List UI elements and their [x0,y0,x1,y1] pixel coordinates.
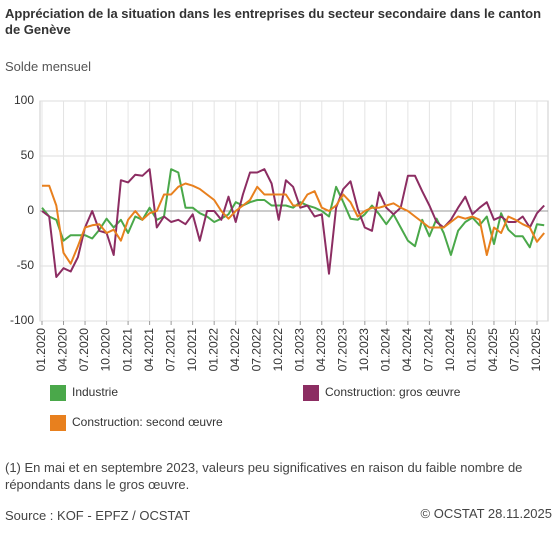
x-tick-label: 04.2020 [56,328,70,372]
y-tick-label: 100 [14,93,34,107]
legend-label: Construction: gros œuvre [325,385,461,399]
y-tick-label: -50 [17,258,35,272]
x-tick-label: 04.2025 [486,328,500,372]
x-tick-label: 01.2020 [34,328,48,372]
x-tick-label: 04.2024 [400,328,414,372]
x-tick-label: 07.2021 [163,328,177,372]
x-tick-label: 10.2020 [99,328,113,372]
chart-title: Appréciation de la situation dans les en… [5,6,542,37]
x-tick-label: 07.2022 [249,328,263,372]
x-tick-label: 07.2025 [508,328,522,372]
legend-swatch [50,385,66,401]
series-line [42,182,545,265]
x-tick-label: 04.2023 [314,328,328,372]
x-tick-label: 07.2023 [335,328,349,372]
x-tick-label: 07.2024 [422,328,436,372]
source: Source : KOF - EPFZ / OCSTAT [5,508,191,523]
x-tick-label: 01.2021 [120,328,134,372]
legend-swatch [303,385,319,401]
y-tick-label: -100 [10,313,34,327]
legend-label: Construction: second œuvre [72,415,223,429]
x-tick-label: 10.2024 [443,328,457,372]
x-tick-label: 01.2025 [465,328,479,372]
x-tick-label: 10.2022 [271,328,285,372]
credit: © OCSTAT 28.11.2025 [420,506,552,521]
legend-swatch [50,415,66,431]
x-tick-label: 04.2021 [142,328,156,372]
x-tick-label: 10.2021 [185,328,199,372]
x-tick-label: 07.2020 [77,328,91,372]
footnote: (1) En mai et en septembre 2023, valeurs… [5,460,523,492]
legend-label: Industrie [72,385,118,399]
chart-subtitle: Solde mensuel [5,59,91,74]
x-tick-label: 04.2022 [228,328,242,372]
x-tick-label: 10.2025 [529,328,543,372]
y-tick-label: 0 [27,203,34,217]
y-tick-label: 50 [21,148,35,162]
x-tick-label: 10.2023 [357,328,371,372]
x-tick-label: 01.2024 [379,328,393,372]
x-tick-label: 01.2022 [206,328,220,372]
series-line [41,168,545,278]
x-tick-label: 01.2023 [292,328,306,372]
